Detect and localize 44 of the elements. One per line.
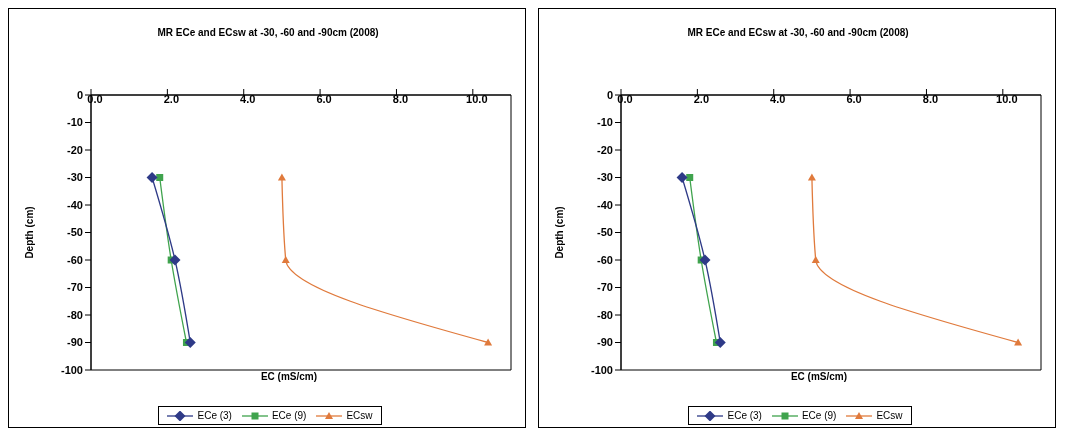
- legend-label: ECe (9): [801, 410, 837, 421]
- x-tick-label: 8.0: [922, 93, 939, 105]
- x-tick-label: 2.0: [693, 93, 710, 105]
- y-tick-label: -70: [597, 281, 613, 294]
- y-tick-label: -60: [597, 253, 613, 266]
- x-tick-label: 10.0: [466, 93, 488, 105]
- x-tick-label: 4.0: [770, 93, 786, 105]
- y-tick-label: -50: [67, 226, 83, 239]
- y-tick-label: -60: [67, 253, 83, 266]
- chart-title: MR ECe and ECsw at -30, -60 and -90cm (2008): [156, 27, 380, 38]
- y-tick-label: -100: [590, 363, 613, 376]
- y-tick-label: -80: [67, 308, 83, 321]
- x-tick-label: 4.0: [240, 93, 256, 105]
- y-tick-label: -10: [67, 116, 83, 129]
- x-tick-label: 10.0: [996, 93, 1018, 105]
- legend-label: ECe (3): [197, 410, 232, 421]
- chart-title: MR ECe and ECsw at -30, -60 and -90cm (2008): [686, 27, 910, 38]
- x-tick-label: 6.0: [846, 93, 862, 105]
- y-tick-label: -50: [597, 226, 613, 239]
- legend-label: ECsw: [876, 410, 903, 421]
- x-axis-title: EC (mS/cm): [790, 371, 848, 382]
- y-tick-label: -30: [67, 171, 83, 184]
- x-axis-title: EC (mS/cm): [260, 371, 318, 382]
- legend-label: ECsw: [346, 410, 373, 421]
- y-tick-label: -90: [597, 336, 613, 349]
- y-tick-label: -100: [60, 363, 83, 376]
- y-tick-label: -30: [597, 171, 613, 184]
- y-tick-label: -70: [67, 281, 83, 294]
- y-tick-label: -10: [597, 116, 613, 129]
- y-tick-label: -40: [67, 198, 83, 211]
- y-tick-label: -40: [597, 198, 613, 211]
- y-axis-title: Depth (cm): [553, 206, 565, 259]
- y-tick-label: 0: [606, 88, 613, 101]
- x-tick-label: 8.0: [392, 93, 409, 105]
- y-tick-label: -90: [67, 336, 83, 349]
- x-tick-label: 2.0: [163, 93, 180, 105]
- legend-label: ECe (3): [727, 410, 762, 421]
- x-tick-label: 6.0: [316, 93, 332, 105]
- y-axis-title: Depth (cm): [23, 206, 35, 259]
- y-tick-label: 0: [76, 88, 83, 101]
- y-tick-label: -20: [67, 143, 83, 156]
- y-tick-label: -20: [597, 143, 613, 156]
- y-tick-label: -80: [597, 308, 613, 321]
- legend-label: ECe (9): [271, 410, 307, 421]
